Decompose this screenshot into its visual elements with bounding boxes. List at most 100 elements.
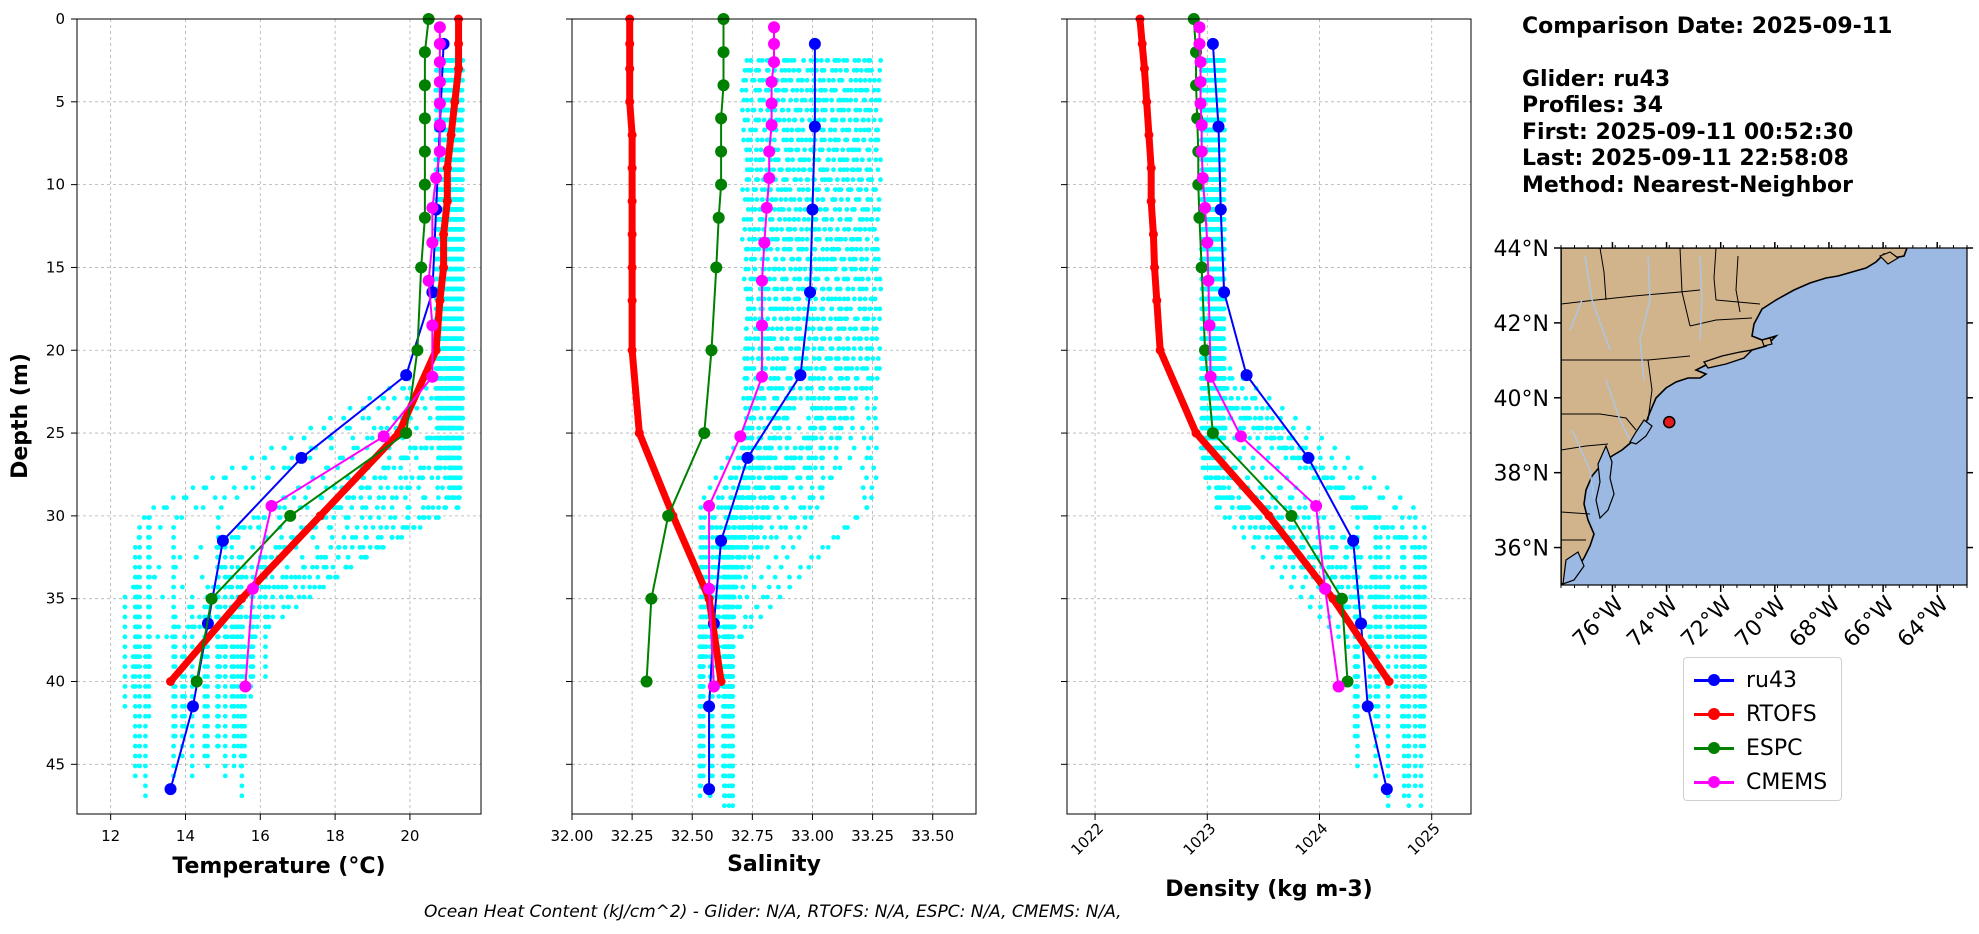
glider-raw-point: [769, 326, 775, 332]
glider-raw-point: [214, 614, 219, 620]
glider-raw-point: [378, 535, 384, 540]
glider-raw-point: [143, 703, 148, 709]
glider-raw-point: [710, 564, 715, 570]
glider-raw-point: [867, 346, 873, 351]
glider-raw-point: [796, 167, 802, 173]
glider-raw-point: [829, 97, 835, 103]
glider-raw-point: [847, 217, 853, 222]
glider-raw-point: [271, 584, 277, 590]
series-point-rtofs: [634, 428, 644, 438]
glider-raw-point: [806, 564, 812, 570]
glider-raw-point: [815, 187, 821, 192]
glider-raw-point: [799, 87, 805, 93]
glider-raw-point: [828, 405, 834, 411]
glider-raw-point: [325, 574, 331, 580]
glider-raw-point: [725, 634, 731, 640]
glider-raw-point: [202, 743, 208, 749]
series-point-espc: [400, 427, 413, 440]
glider-raw-point: [189, 733, 195, 739]
series-point-rtofs: [627, 296, 637, 306]
glider-raw-point: [822, 226, 828, 232]
series-point-espc: [717, 46, 730, 59]
glider-raw-point: [332, 574, 338, 580]
glider-raw-point: [836, 58, 842, 63]
glider-raw-point: [813, 296, 819, 302]
glider-raw-point: [180, 584, 185, 590]
glider-raw-point: [796, 276, 801, 282]
glider-raw-point: [745, 266, 751, 272]
glider-raw-point: [877, 346, 883, 351]
glider-raw-point: [853, 77, 859, 83]
glider-raw-point: [748, 276, 754, 282]
glider-raw-point: [296, 594, 302, 600]
glider-raw-point: [741, 127, 746, 133]
glider-raw-point: [815, 236, 821, 242]
glider-raw-point: [805, 445, 811, 451]
glider-raw-point: [394, 495, 399, 501]
glider-raw-point: [816, 554, 821, 560]
glider-raw-point: [747, 425, 752, 431]
series-point-cmems: [768, 21, 780, 34]
glider-raw-point: [239, 634, 244, 640]
glider-raw-point: [132, 564, 138, 570]
glider-raw-point: [460, 167, 465, 173]
glider-raw-point: [805, 187, 811, 192]
glider-raw-point: [315, 574, 321, 580]
glider-raw-point: [853, 226, 858, 232]
glider-raw-point: [222, 604, 228, 610]
glider-raw-point: [768, 604, 773, 610]
glider-raw-point: [845, 356, 850, 361]
glider-raw-point: [758, 525, 764, 530]
glider-raw-point: [865, 207, 871, 212]
glider-raw-point: [268, 554, 274, 560]
x-tick-label: 32.50: [671, 827, 714, 845]
glider-raw-point: [459, 356, 465, 361]
x-tick-label: 32.75: [731, 827, 774, 845]
glider-raw-point: [872, 77, 877, 83]
glider-raw-point: [459, 207, 465, 212]
glider-raw-point: [774, 505, 780, 510]
glider-raw-point: [391, 465, 397, 471]
glider-raw-point: [303, 495, 308, 501]
glider-raw-point: [321, 554, 327, 560]
glider-raw-point: [787, 584, 793, 590]
glider-raw-point: [771, 425, 777, 431]
glider-raw-point: [122, 694, 128, 699]
glider-raw-point: [703, 634, 709, 640]
glider-raw-point: [433, 515, 439, 520]
glider-raw-point: [374, 505, 380, 510]
glider-raw-point: [831, 77, 836, 83]
glider-raw-point: [748, 97, 754, 103]
glider-raw-point: [848, 97, 854, 103]
glider-raw-point: [222, 495, 227, 501]
glider-raw-point: [374, 544, 380, 550]
glider-raw-point: [353, 535, 359, 540]
glider-raw-point: [786, 157, 791, 163]
glider-raw-point: [751, 306, 757, 312]
glider-raw-point: [222, 733, 228, 739]
glider-raw-point: [460, 385, 465, 391]
glider-raw-point: [726, 703, 732, 709]
glider-raw-point: [171, 624, 176, 630]
series-point-cmems: [426, 370, 439, 383]
glider-raw-point: [231, 703, 237, 709]
series-point-cmems: [760, 201, 773, 214]
glider-raw-point: [794, 87, 800, 93]
glider-raw-point: [862, 266, 868, 272]
glider-raw-point: [122, 644, 128, 650]
glider-raw-point: [146, 604, 152, 610]
series-point-cmems: [734, 430, 747, 443]
glider-raw-point: [836, 97, 842, 103]
series-point-rtofs: [435, 296, 445, 306]
glider-raw-point: [378, 485, 384, 491]
glider-raw-point: [137, 713, 143, 719]
glider-raw-point: [229, 535, 235, 540]
glider-raw-point: [189, 644, 195, 650]
glider-raw-point: [411, 525, 417, 530]
glider-raw-point: [876, 207, 882, 212]
y-tick-label: 20: [46, 341, 65, 359]
glider-raw-point: [171, 664, 176, 669]
glider-raw-point: [832, 207, 838, 212]
glider-raw-point: [423, 445, 429, 451]
glider-raw-point: [734, 535, 739, 540]
